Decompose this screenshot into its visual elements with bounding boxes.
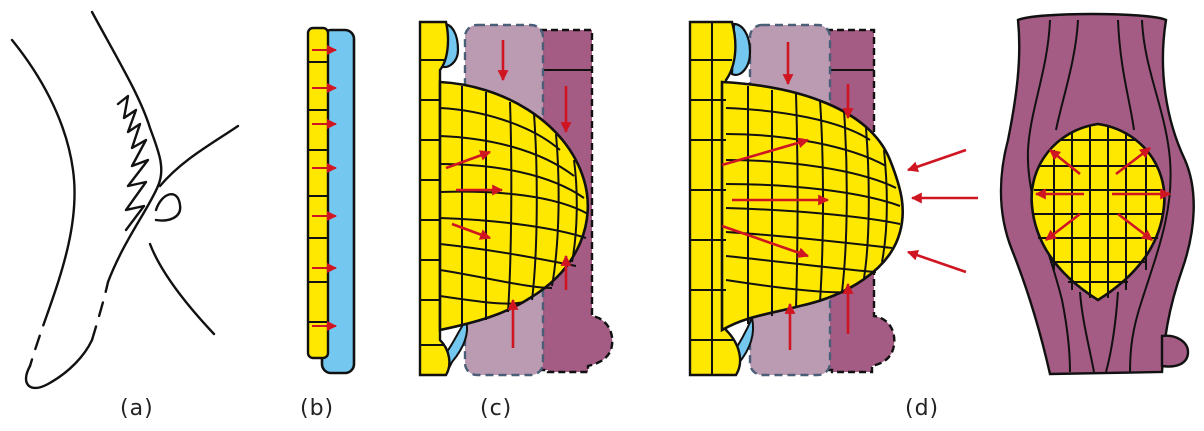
outer-contour-dashed [28,310,50,368]
panel-a-line-drawing [10,10,240,390]
blue-sliver-d [730,22,752,76]
callus-oval [1030,122,1166,302]
panel-c-arrows [445,40,572,348]
inner-contour [90,10,163,284]
branch-lower [148,242,216,336]
lignin-lines [420,59,446,346]
serrated-wound-edge [116,94,150,232]
yellow-stem-strip-d [688,20,742,377]
panel-d-arrows [721,42,978,350]
bud-outline [154,193,182,222]
tissue-right-knob [1160,334,1190,368]
caption-b: (b) [300,396,335,421]
panel-d-cross-section [999,12,1195,376]
panel-d-callus-growth [688,20,978,377]
inner-dashed [90,280,110,342]
callus-mass-d [720,80,905,333]
caption-d: (d) [905,396,940,421]
caption-a: (a) [120,396,154,421]
callus-cell-walls-d [690,22,901,375]
yellow-stem-strip [418,20,451,377]
panel-b-cell-layers [306,26,356,375]
callus-oval-cells [1034,126,1164,298]
panel-c-callus [418,20,614,377]
panel-b-arrows [312,45,337,331]
lower-loop [24,338,94,390]
branch-upper [158,124,240,188]
outer-contour [10,38,76,314]
caption-c: (c) [480,396,513,421]
cross-section-arrows [1034,146,1172,242]
yellow-layer [306,26,330,360]
